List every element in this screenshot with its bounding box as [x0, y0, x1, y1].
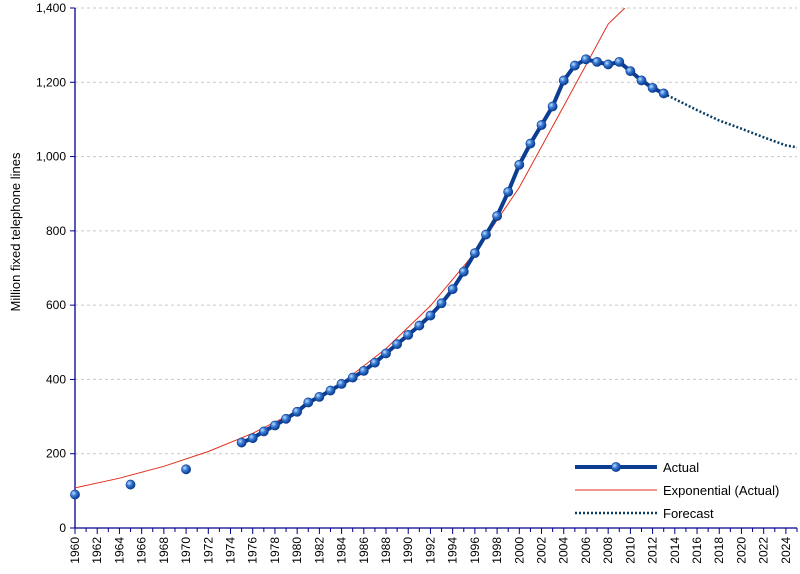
- gridlines: [75, 7, 797, 455]
- x-tick-label: 1986: [357, 537, 371, 564]
- actual-point: [581, 54, 591, 65]
- actual-point: [236, 437, 247, 448]
- actual-point: [647, 82, 658, 93]
- actual-point: [547, 101, 558, 112]
- x-tick-label: 2006: [579, 537, 593, 564]
- y-tick-label: 200: [46, 447, 66, 461]
- actual-point: [469, 248, 480, 259]
- actual-point: [281, 413, 291, 424]
- actual-point: [247, 433, 258, 444]
- actual-point: [503, 186, 514, 197]
- x-tick-label: 2022: [757, 537, 771, 564]
- x-tick-label: 1972: [201, 537, 215, 564]
- x-tick-label: 2020: [734, 537, 748, 564]
- series: [70, 8, 798, 500]
- actual-point: [370, 357, 380, 368]
- actual-point: [325, 385, 336, 396]
- x-tick-label: 1992: [423, 537, 437, 564]
- x-tick-labels: 1960 1962 1964 1966 1968 1970 1972 1974 1976 1978…: [68, 537, 793, 564]
- x-tick-label: 1960: [68, 537, 82, 564]
- actual-point: [392, 339, 403, 350]
- x-tick-label: 2024: [779, 537, 793, 564]
- y-axis-title: Million fixed telephone lines: [8, 152, 23, 311]
- actual-point: [292, 406, 303, 417]
- x-tick-label: 1974: [224, 537, 238, 564]
- x-tick-label: 1982: [312, 537, 326, 564]
- x-tick-label: 1994: [446, 537, 460, 564]
- x-tick-label: 1996: [468, 537, 482, 564]
- actual-point: [603, 59, 614, 70]
- x-tick-label: 1968: [157, 537, 171, 564]
- x-tick-label: 1990: [401, 537, 415, 564]
- actual-point: [492, 211, 502, 221]
- actual-point: [558, 75, 569, 86]
- y-tick-label: 800: [46, 224, 66, 238]
- actual-point: [181, 464, 191, 475]
- x-tick-label: 1976: [246, 537, 260, 564]
- y-tick-label: 600: [46, 298, 66, 312]
- x-tick-label: 1970: [179, 537, 193, 564]
- actual-point: [336, 378, 347, 389]
- legend-label: Exponential (Actual): [663, 483, 779, 498]
- x-tick-label: 2002: [535, 537, 549, 564]
- y-tick-label: 400: [46, 372, 66, 386]
- x-tick-label: 2004: [557, 537, 571, 564]
- x-tick-label: 1980: [290, 537, 304, 564]
- actual-point: [658, 88, 669, 99]
- x-tick-label: 2008: [601, 537, 615, 564]
- actual-point: [525, 138, 536, 149]
- series-exponential-line: [75, 8, 626, 489]
- x-tick-label: 2012: [646, 537, 660, 564]
- actual-point: [314, 391, 325, 402]
- actual-point: [381, 348, 391, 359]
- actual-point: [636, 75, 647, 86]
- actual-point: [258, 426, 269, 437]
- actual-point: [436, 298, 447, 309]
- y-tick-label: 0: [59, 521, 66, 535]
- actual-point: [403, 329, 414, 340]
- y-tick-label: 1,400: [36, 1, 66, 15]
- x-tick-label: 1978: [268, 537, 282, 564]
- legend-label: Actual: [663, 460, 699, 475]
- actual-point: [447, 284, 458, 295]
- actual-point: [425, 310, 436, 321]
- x-tick-label: 1988: [379, 537, 393, 564]
- x-tick-label: 2014: [668, 537, 682, 564]
- legend: Actual Exponential (Actual) Forecast: [575, 460, 779, 521]
- actual-point: [514, 159, 525, 170]
- y-tick-label: 1,000: [36, 150, 66, 164]
- actual-point: [536, 120, 547, 130]
- actual-point: [614, 56, 625, 67]
- series-forecast-line: [663, 92, 798, 149]
- actual-point: [70, 489, 80, 500]
- actual-point: [569, 60, 580, 71]
- axes: [70, 7, 798, 534]
- x-tick-label: 2016: [690, 537, 704, 564]
- series-actual-line: [240, 57, 665, 445]
- actual-point: [458, 266, 469, 277]
- x-tick-label: 1984: [335, 537, 349, 564]
- x-tick-label: 2018: [712, 537, 726, 564]
- actual-point: [303, 397, 314, 408]
- actual-point: [481, 229, 491, 240]
- x-tick-label: 2010: [623, 537, 637, 564]
- x-tick-label: 1962: [90, 537, 104, 564]
- x-tick-label: 2000: [512, 537, 526, 564]
- x-tick-label: 1998: [490, 537, 504, 564]
- actual-point: [625, 66, 636, 77]
- x-tick-label: 1966: [135, 537, 149, 564]
- legend-label: Forecast: [663, 506, 714, 521]
- actual-point: [347, 372, 358, 383]
- actual-point: [270, 420, 280, 431]
- legend-actual-marker: [611, 462, 621, 472]
- y-tick-labels: 0 200 400 600 800 1,000 1,200 1,400: [36, 1, 66, 535]
- actual-point: [592, 56, 602, 67]
- actual-point: [414, 320, 425, 331]
- y-tick-label: 1,200: [36, 75, 66, 89]
- x-tick-label: 1964: [112, 537, 126, 564]
- actual-point: [358, 365, 369, 376]
- actual-point: [125, 479, 136, 490]
